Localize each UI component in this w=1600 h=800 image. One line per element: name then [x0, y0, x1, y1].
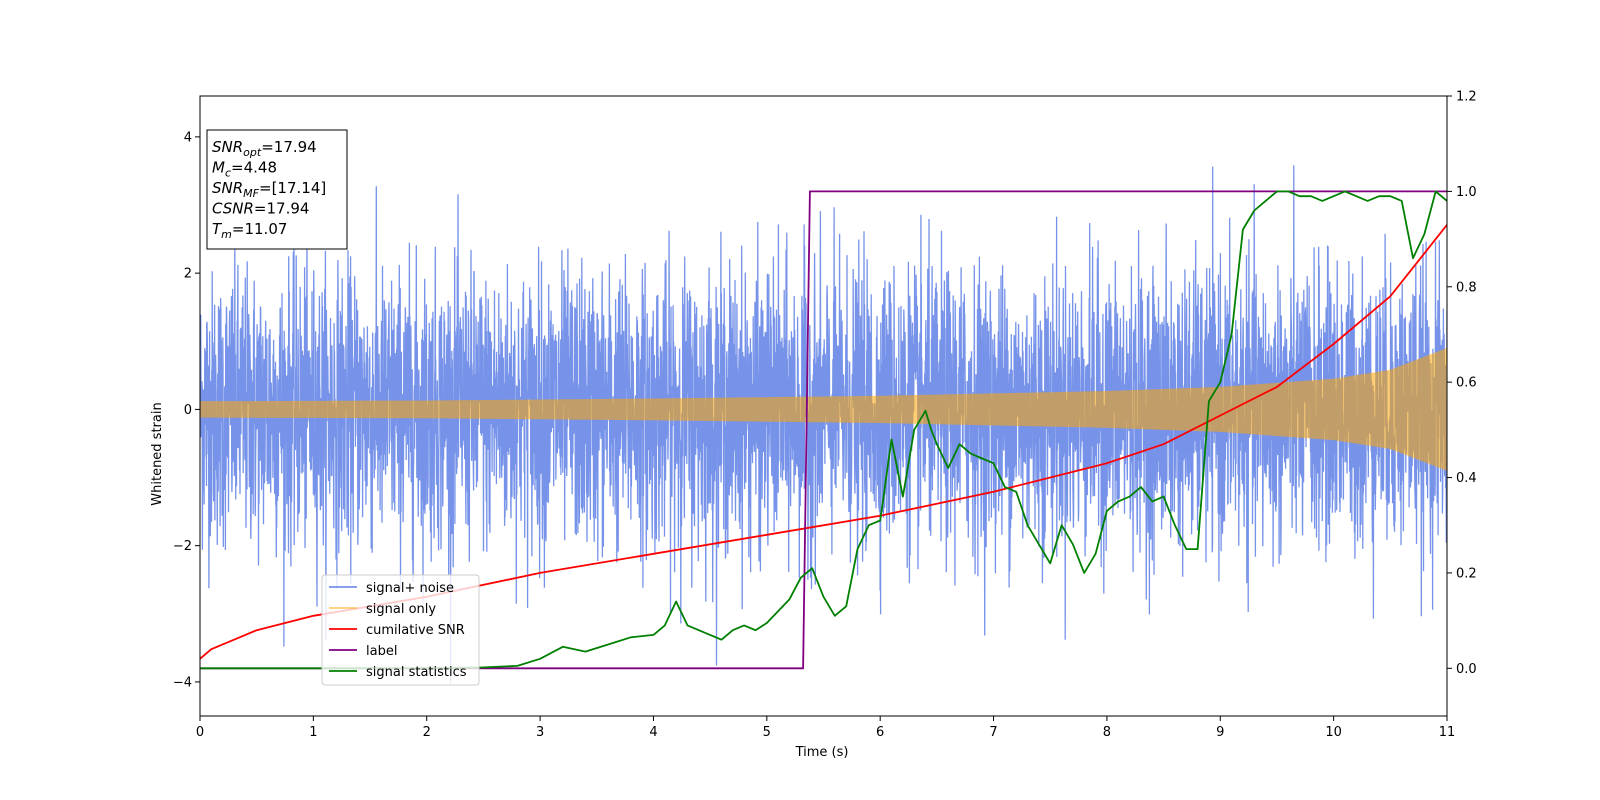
legend-label: signal+ noise: [366, 581, 454, 596]
x-tick-label: 4: [649, 725, 657, 740]
annotation-subscript: m: [221, 228, 232, 241]
y2-tick-label: 1.0: [1456, 185, 1477, 200]
annotation-symbol: CSNR: [212, 200, 254, 218]
x-tick-label: 7: [989, 725, 997, 740]
x-tick-label: 10: [1325, 725, 1342, 740]
plot-area: [200, 165, 1447, 684]
x-tick-label: 9: [1216, 725, 1224, 740]
y-tick-label: 0: [184, 403, 192, 418]
annotation-value: =17.94: [261, 138, 317, 156]
annotation-line: Mc=4.48: [212, 159, 277, 180]
annotation-value: =4.48: [231, 159, 277, 177]
series-signal-only: [200, 348, 1447, 471]
series-label: [200, 190, 1447, 670]
y2-tick-label: 0.2: [1456, 566, 1477, 581]
legend-label: signal statistics: [366, 665, 467, 680]
annotation-symbol: SNR: [212, 179, 243, 197]
y2-tick-label: 0.4: [1456, 471, 1477, 486]
legend-label: cumilative SNR: [366, 623, 465, 638]
x-tick-label: 8: [1103, 725, 1111, 740]
annotation-subscript: MF: [243, 187, 259, 200]
axes: 0 1 2 3 4 5 6 7 8 9 10 11 −4 −2 0 2 4 0.0 0.2 0.4 0.6 0.8 1.0 1…: [173, 90, 1477, 741]
annotation-subscript: opt: [243, 146, 262, 159]
annotation-line: CSNR=17.94: [212, 200, 309, 218]
annotation-line: SNRopt=17.94: [212, 138, 317, 159]
annotation-line: Tm=11.07: [212, 220, 287, 241]
x-tick-label: 0: [196, 725, 204, 740]
y-tick-label: 4: [184, 130, 192, 145]
y-tick-label: −4: [173, 675, 192, 690]
legend-frame: [321, 574, 480, 686]
y2-tick-label: 1.2: [1456, 90, 1477, 105]
annotation-value: =17.94: [254, 200, 310, 218]
legend-label: label: [366, 644, 397, 659]
x-tick-label: 3: [536, 725, 544, 740]
annotation-frame: [206, 129, 348, 250]
y-tick-label: 2: [184, 267, 192, 282]
x-tick-label: 5: [763, 725, 771, 740]
y2-tick-label: 0.8: [1456, 280, 1477, 295]
x-tick-label: 2: [423, 725, 431, 740]
legend-label: signal only: [366, 602, 436, 617]
annotation-symbol: M: [212, 159, 225, 177]
y-tick-label: −2: [173, 539, 192, 554]
x-tick-label: 1: [309, 725, 317, 740]
annotation-symbol: SNR: [212, 138, 243, 156]
x-axis-label: Time (s): [795, 745, 849, 760]
y2-tick-label: 0.6: [1456, 376, 1477, 391]
y-axis-label: Whitened strain: [150, 402, 165, 505]
annotation-box: SNRopt=17.94Mc=4.48SNRMF=[17.14]CSNR=17.…: [206, 129, 348, 250]
axes-frame: [199, 95, 1448, 717]
y2-tick-label: 0.0: [1456, 662, 1477, 677]
annotation-line: SNRMF=[17.14]: [212, 179, 326, 200]
series-signal-statistics: [200, 190, 1447, 670]
x-tick-label: 11: [1439, 725, 1456, 740]
legend: signal+ noise signal only cumilative SNR la…: [321, 574, 480, 686]
x-tick-label: 6: [876, 725, 884, 740]
annotation-subscript: c: [225, 167, 231, 180]
annotation-symbol: T: [212, 220, 223, 238]
annotation-value: =[17.14]: [259, 179, 326, 197]
annotation-value: =11.07: [232, 220, 288, 238]
